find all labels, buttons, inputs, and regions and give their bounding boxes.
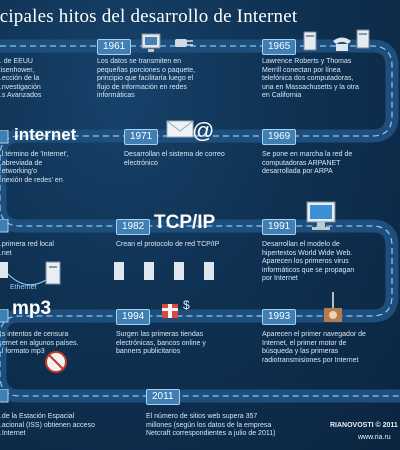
event-text-1982: Crean el protocolo de red TCP/IP xyxy=(116,241,220,248)
monitor-icon xyxy=(304,200,340,239)
event-label-internet: internet xyxy=(14,125,77,144)
radio-tower-icon xyxy=(320,290,346,329)
event-text-1971: Desarrollan el sistema de correo electró… xyxy=(124,151,225,167)
computer-icon xyxy=(140,32,168,59)
year-badge-partial xyxy=(0,129,10,149)
event-text-1994: Surgen las primeras tiendas electrónicas… xyxy=(116,331,206,355)
censorship-icon xyxy=(44,350,68,379)
year-badge-1969: 1969 xyxy=(262,129,297,145)
event-text-iss: ...de la Estación Espacial ...acional (I… xyxy=(0,413,95,437)
year-badge-1971: 1971 xyxy=(124,129,159,145)
event-text-1993: Aparecen el primer navegador de Internet… xyxy=(262,331,366,364)
year-badge-1961: 1961 xyxy=(97,39,132,55)
envelope-icon xyxy=(166,118,196,145)
year-badge-1965: 1965 xyxy=(262,39,297,55)
year-badge-1994: 1994 xyxy=(116,309,151,325)
year-badge-1991: 1991 xyxy=(262,219,297,235)
plug-icon xyxy=(172,34,194,57)
year-badge-1993: 1993 xyxy=(262,309,297,325)
footer-brand: RIANOVOSTI © 2011 xyxy=(330,422,398,429)
event-text-internet: ...l término de 'Internet', ...abreviada… xyxy=(0,151,69,184)
footer-url: www.ria.ru xyxy=(358,434,391,441)
computer-icon xyxy=(355,28,383,57)
server-rack-icon xyxy=(112,258,222,291)
ethernet-label: Ethernet xyxy=(10,284,37,291)
event-text-1965: Lawrence Roberts y Thomas Merrill conect… xyxy=(262,58,359,99)
dollar-sign-icon: $ xyxy=(183,298,190,312)
year-badge-partial xyxy=(0,388,10,408)
event-text-1969: Se pone en marcha la red de computadoras… xyxy=(262,151,353,175)
gift-icon xyxy=(160,298,182,325)
event-text-ethernet: ...primera red local ...net xyxy=(0,241,54,257)
year-badge-1982: 1982 xyxy=(116,219,151,235)
event-text-mp3: ...s intentos de censura ...ernet en alg… xyxy=(0,331,79,355)
year-badge-2011: 2011 xyxy=(146,389,180,405)
at-sign-icon: @ xyxy=(192,118,215,143)
event-text-1961: Los datos se transmiten en pequeñas porc… xyxy=(97,58,196,99)
event-label-mp3: mp3 xyxy=(12,298,52,319)
year-badge-partial xyxy=(0,308,10,328)
page-title: ncipales hitos del desarrollo de Interne… xyxy=(0,6,298,27)
ethernet-network-icon xyxy=(0,258,76,303)
phone-icon xyxy=(330,34,354,59)
computer-icon xyxy=(302,30,330,59)
event-text-2011: El número de sitios web supera 357 millo… xyxy=(146,413,276,437)
event-text-1991: Desarrollan el modelo de hipertextos Wor… xyxy=(262,241,355,282)
year-badge-partial xyxy=(0,218,10,238)
event-label-tcpip: TCP/IP xyxy=(154,212,216,233)
event-text-1958: ... de EEUU Eisenhower, ...ección de la … xyxy=(0,58,42,99)
